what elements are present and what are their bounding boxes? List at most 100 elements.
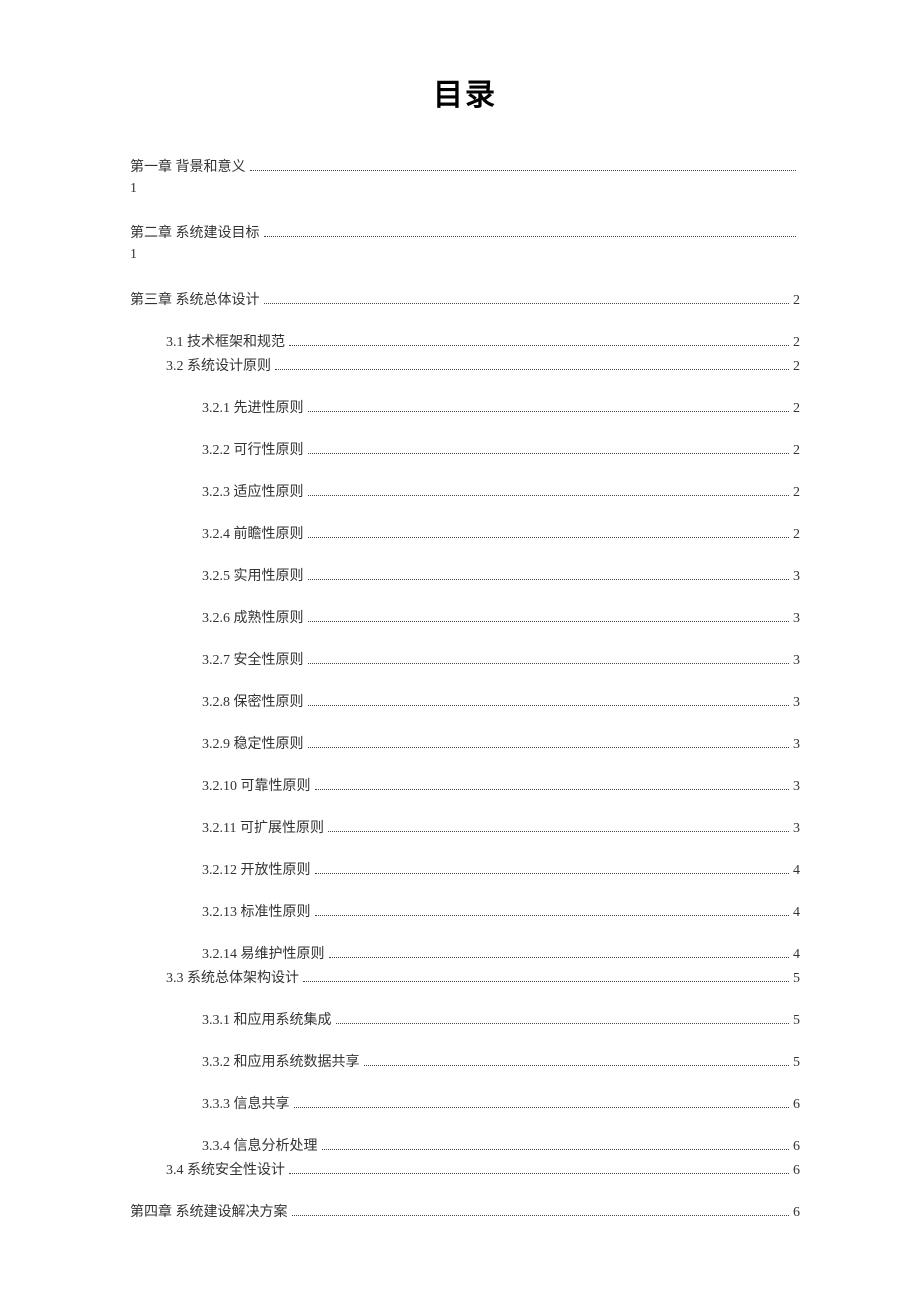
- toc-entry-label: 3.2.10 可靠性原则: [202, 775, 311, 795]
- toc-dots: [329, 957, 790, 958]
- toc-entry: 3.2.9 稳定性原则3: [130, 733, 800, 753]
- toc-entry-label: 第四章 系统建设解决方案: [130, 1201, 288, 1221]
- toc-dots: [294, 1107, 790, 1108]
- toc-entry-label: 3.4 系统安全性设计: [166, 1159, 285, 1179]
- toc-entry: 3.2.11 可扩展性原则 3: [130, 817, 800, 837]
- toc-entry-label: 3.2.13 标准性原则: [202, 901, 311, 921]
- toc-entry: 3.3.2 和应用系统数据共享 5: [130, 1051, 800, 1071]
- toc-dots: [308, 495, 790, 496]
- toc-dots: [250, 170, 797, 171]
- toc-entry: 3.2.3 适应性原则 2: [130, 481, 800, 501]
- toc-entry-label: 3.2 系统设计原则: [166, 355, 271, 375]
- toc-dots: [315, 789, 790, 790]
- toc-entry-page: 2: [793, 485, 800, 501]
- toc-entry-label: 3.2.12 开放性原则: [202, 859, 311, 879]
- toc-dots: [308, 663, 790, 664]
- toc-entry-label: 3.3.3 信息共享: [202, 1093, 290, 1113]
- toc-entry-label: 第一章 背景和意义: [130, 156, 246, 176]
- toc-entry-page: 3: [793, 653, 800, 669]
- toc-dots: [308, 621, 790, 622]
- toc-entry-page: 3: [793, 779, 800, 795]
- toc-entry-page: 1: [130, 244, 800, 266]
- toc-entry: 第三章 系统总体设计 2: [130, 289, 800, 309]
- toc-dots: [328, 831, 789, 832]
- toc-entry-page: 6: [793, 1139, 800, 1155]
- toc-entry-label: 3.2.11 可扩展性原则: [202, 817, 324, 837]
- toc-entry: 3.2.8 保密性原则 3: [130, 691, 800, 711]
- toc-entry-label: 3.2.7 安全性原则: [202, 649, 304, 669]
- toc-dots: [275, 369, 789, 370]
- toc-entry: 3.2.12 开放性原则 4: [130, 859, 800, 879]
- toc-dots: [308, 579, 790, 580]
- toc-entry-page: 6: [793, 1205, 800, 1221]
- toc-entry-label: 3.2.8 保密性原则: [202, 691, 304, 711]
- toc-dots: [315, 873, 790, 874]
- toc-dots: [292, 1215, 790, 1216]
- toc-entry: 3.2.1 先进性原则 2: [130, 397, 800, 417]
- page-title: 目录: [130, 70, 800, 114]
- toc-entry-label: 3.3.4 信息分析处理: [202, 1135, 318, 1155]
- toc-entry: 3.2 系统设计原则 2: [130, 355, 800, 375]
- toc-dots: [264, 236, 797, 237]
- toc-entry: 3.3.1 和应用系统集成5: [130, 1009, 800, 1029]
- table-of-contents: 第一章 背景和意义1第二章 系统建设目标1第三章 系统总体设计23.1 技术框架…: [130, 156, 800, 1221]
- toc-entry-page: 6: [793, 1097, 800, 1113]
- toc-entry: 3.2.10 可靠性原则 3: [130, 775, 800, 795]
- toc-entry-page: 2: [793, 443, 800, 459]
- toc-entry: 3.2.5 实用性原则3: [130, 565, 800, 585]
- toc-entry: 3.3.4 信息分析处理 6: [130, 1135, 800, 1155]
- toc-dots: [315, 915, 790, 916]
- toc-entry-page: 1: [130, 178, 800, 200]
- toc-dots: [308, 453, 790, 454]
- toc-entry: 3.2.4 前瞻性原则2: [130, 523, 800, 543]
- toc-entry-label: 3.1 技术框架和规范: [166, 331, 285, 351]
- toc-entry-page: 3: [793, 695, 800, 711]
- toc-entry: 3.2.14 易维护性原则 4: [130, 943, 800, 963]
- toc-entry-label: 3.3.2 和应用系统数据共享: [202, 1051, 360, 1071]
- toc-entry: 3.2.7 安全性原则 3: [130, 649, 800, 669]
- toc-entry-page: 3: [793, 821, 800, 837]
- toc-entry-label: 3.3 系统总体架构设计: [166, 967, 299, 987]
- toc-dots: [308, 537, 790, 538]
- toc-dots: [308, 705, 790, 706]
- toc-entry: 3.2.6 成熟性原则3: [130, 607, 800, 627]
- toc-entry-label: 第三章 系统总体设计: [130, 289, 260, 309]
- toc-entry-label: 3.2.9 稳定性原则: [202, 733, 304, 753]
- toc-dots: [289, 345, 789, 346]
- toc-entry: 3.2.2 可行性原则 2: [130, 439, 800, 459]
- toc-entry-page: 6: [793, 1163, 800, 1179]
- toc-entry-page: 2: [793, 527, 800, 543]
- toc-dots: [308, 747, 790, 748]
- toc-entry: 3.1 技术框架和规范 2: [130, 331, 800, 351]
- toc-entry-row: 第一章 背景和意义: [130, 156, 800, 176]
- toc-entry-label: 3.2.2 可行性原则: [202, 439, 304, 459]
- toc-entry-page: 2: [793, 359, 800, 375]
- toc-entry-page: 2: [793, 401, 800, 417]
- toc-entry-page: 5: [793, 971, 800, 987]
- toc-entry: 第一章 背景和意义1: [130, 156, 800, 200]
- toc-entry-label: 第二章 系统建设目标: [130, 222, 260, 242]
- toc-entry: 第四章 系统建设解决方案 6: [130, 1201, 800, 1221]
- toc-entry-page: 4: [793, 905, 800, 921]
- toc-entry-label: 3.2.1 先进性原则: [202, 397, 304, 417]
- toc-entry: 3.4 系统安全性设计 6: [130, 1159, 800, 1179]
- toc-dots: [336, 1023, 790, 1024]
- toc-entry-row: 第二章 系统建设目标: [130, 222, 800, 242]
- toc-entry: 3.3.3 信息共享 6: [130, 1093, 800, 1113]
- toc-entry: 3.2.13 标准性原则 4: [130, 901, 800, 921]
- toc-entry-label: 3.2.14 易维护性原则: [202, 943, 325, 963]
- toc-dots: [308, 411, 790, 412]
- toc-entry-page: 2: [793, 293, 800, 309]
- toc-dots: [364, 1065, 790, 1066]
- toc-entry-page: 3: [793, 611, 800, 627]
- toc-entry-page: 2: [793, 335, 800, 351]
- toc-entry: 第二章 系统建设目标1: [130, 222, 800, 266]
- toc-entry-page: 4: [793, 947, 800, 963]
- toc-dots: [322, 1149, 790, 1150]
- toc-entry-label: 3.2.3 适应性原则: [202, 481, 304, 501]
- toc-dots: [264, 303, 790, 304]
- toc-entry-label: 3.2.5 实用性原则: [202, 565, 304, 585]
- toc-entry-page: 5: [793, 1055, 800, 1071]
- toc-entry-label: 3.3.1 和应用系统集成: [202, 1009, 332, 1029]
- toc-entry-page: 4: [793, 863, 800, 879]
